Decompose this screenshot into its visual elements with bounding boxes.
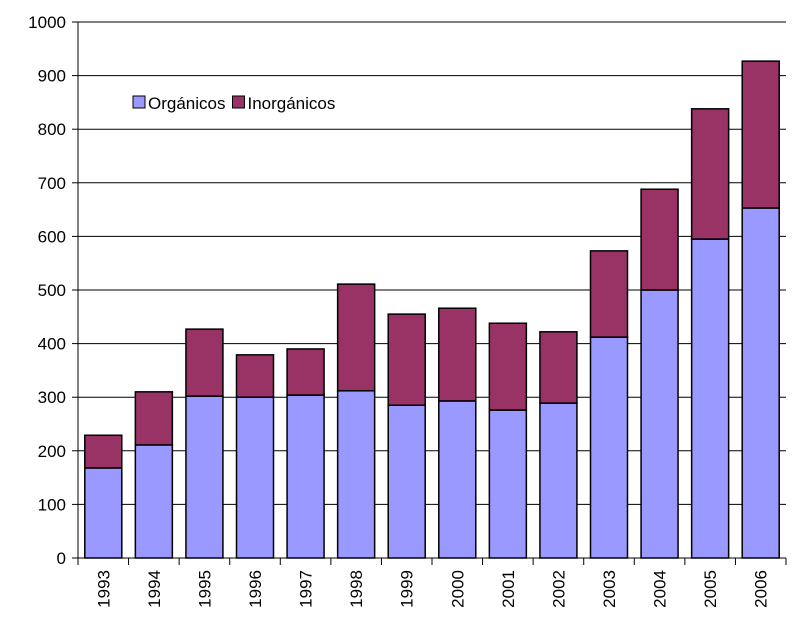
bar-segment <box>235 396 275 559</box>
x-tick-label: 2006 <box>752 570 771 608</box>
bar-segment <box>84 434 123 469</box>
x-tick-label: 2000 <box>448 570 467 608</box>
bar-segment <box>84 467 123 559</box>
y-tick-label: 100 <box>38 495 66 514</box>
x-tick-label: 2005 <box>701 570 720 608</box>
y-tick-label: 300 <box>38 388 66 407</box>
bar-segment <box>387 404 426 559</box>
bar-segment <box>488 409 528 559</box>
x-tick-label: 2001 <box>499 570 518 608</box>
bar-segment <box>286 348 325 396</box>
x-tick-label: 1997 <box>297 570 316 608</box>
bar-segment <box>185 395 224 559</box>
bar-segment <box>640 188 679 291</box>
y-tick-label: 800 <box>38 120 66 139</box>
x-tick-label: 2003 <box>600 570 619 608</box>
bar-segment <box>741 60 780 209</box>
bar-segment <box>640 289 679 559</box>
legend-swatch <box>231 95 245 109</box>
legend-label: Orgánicos <box>148 94 225 113</box>
bar-segment <box>387 313 426 406</box>
y-tick-label: 200 <box>38 442 66 461</box>
bar-segment <box>134 391 174 446</box>
x-tick-label: 1993 <box>94 570 113 608</box>
bar-segment <box>690 238 730 559</box>
y-tick-label: 0 <box>57 549 66 568</box>
x-tick-label: 2002 <box>549 570 568 608</box>
bar-segment <box>134 444 174 559</box>
bar-segment <box>438 307 477 402</box>
legend-swatch <box>132 95 146 109</box>
bar-segment <box>539 402 578 559</box>
bar-segment <box>589 250 629 338</box>
bar-segment <box>741 207 780 559</box>
legend-label: Inorgánicos <box>247 94 335 113</box>
y-tick-label: 400 <box>38 335 66 354</box>
y-tick-label: 1000 <box>28 13 66 32</box>
y-tick-label: 600 <box>38 227 66 246</box>
bar-segment <box>336 390 376 559</box>
x-tick-label: 1999 <box>398 570 417 608</box>
bar-segment <box>589 336 629 559</box>
x-tick-label: 2004 <box>651 570 670 608</box>
x-tick-label: 1996 <box>246 570 265 608</box>
y-tick-label: 700 <box>38 174 66 193</box>
bar-segment <box>539 331 578 404</box>
y-tick-label: 500 <box>38 281 66 300</box>
bar-segment <box>690 108 730 240</box>
x-tick-label: 1994 <box>145 570 164 608</box>
x-tick-label: 1998 <box>347 570 366 608</box>
y-tick-label: 900 <box>38 67 66 86</box>
bar-segment <box>488 322 528 411</box>
bar-segment <box>286 394 325 559</box>
bar-segment <box>185 328 224 397</box>
x-tick-label: 1995 <box>195 570 214 608</box>
bar-segment <box>438 400 477 559</box>
bar-segment <box>235 354 275 398</box>
bar-segment <box>336 283 376 392</box>
